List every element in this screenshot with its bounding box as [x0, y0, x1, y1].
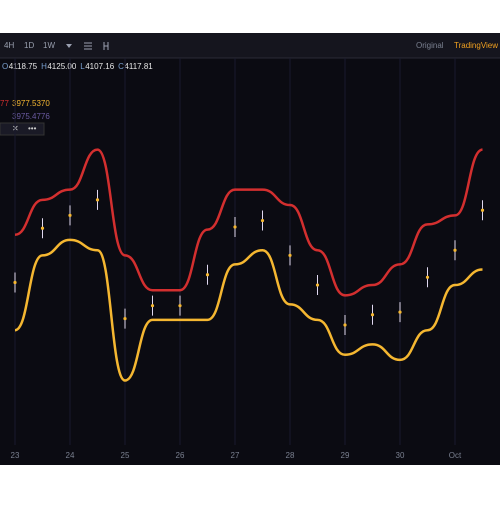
dropdown-icon[interactable] [66, 44, 72, 48]
x-tick-label: 26 [176, 451, 185, 460]
candle-dot [425, 275, 430, 279]
candle-dot [370, 313, 375, 317]
ohlc-label: C [118, 62, 124, 71]
plot: 23 24 25 26 27 28 29 30 Oct [11, 58, 485, 460]
candle-dot [453, 248, 457, 252]
ohlc-value: 4117.81 [124, 62, 153, 71]
ohlc-label: O [2, 62, 8, 71]
candle-dot [13, 280, 17, 285]
candle-dot [315, 283, 320, 287]
x-tick-label: 27 [231, 451, 240, 460]
x-tick-label: 30 [396, 451, 405, 460]
x-tick-label: 23 [11, 451, 20, 460]
indicator-buttons[interactable] [0, 122, 45, 136]
band-line [14, 148, 484, 297]
x-tick-label: 29 [341, 451, 350, 460]
candle-dot [150, 304, 155, 308]
x-tick-label: Oct [449, 451, 462, 460]
candle-dot [398, 310, 402, 314]
x-tick-label: 24 [66, 451, 75, 460]
ohlc-label: L [80, 62, 85, 71]
candle-dot [95, 198, 100, 202]
candle-dot [288, 253, 292, 257]
indicator-prefix: 77 [0, 99, 9, 108]
x-tick-label: 25 [121, 451, 130, 460]
x-axis [0, 445, 500, 465]
indicator-value: 3975.4776 [12, 112, 50, 121]
ohlc-row: O 4118.75 H 4125.00 L 4107.16 C 4117.81 [2, 62, 153, 71]
interval[interactable]: 4H [4, 41, 14, 50]
candle-dot [480, 208, 485, 212]
ohlc-label: H [41, 62, 47, 71]
interval[interactable]: 1D [24, 41, 34, 50]
candle-dot [68, 213, 72, 217]
view-option[interactable]: TradingView [454, 41, 498, 50]
candle-dot [40, 226, 45, 230]
ohlc-value: 4125.00 [47, 62, 76, 71]
indicator-value: 3977.5370 [12, 99, 50, 108]
candle-dot [343, 323, 347, 327]
ohlc-value: 4107.16 [85, 62, 114, 71]
candle-dot [178, 304, 182, 308]
candle-dot [260, 218, 265, 223]
x-tick-label: 28 [286, 451, 295, 460]
more-button[interactable]: ••• [28, 124, 37, 133]
ohlc-value: 4118.75 [9, 62, 38, 71]
candle-dot [233, 225, 237, 229]
interval[interactable]: 1W [43, 41, 55, 50]
band-line [14, 238, 483, 382]
chart-bg [0, 33, 500, 465]
candle-dot [123, 316, 127, 321]
indicator-icon[interactable] [103, 42, 109, 50]
view-option[interactable]: Original [416, 41, 444, 50]
settings-icon[interactable] [84, 42, 92, 50]
toolbar [0, 33, 500, 58]
candle-dot [205, 273, 210, 277]
